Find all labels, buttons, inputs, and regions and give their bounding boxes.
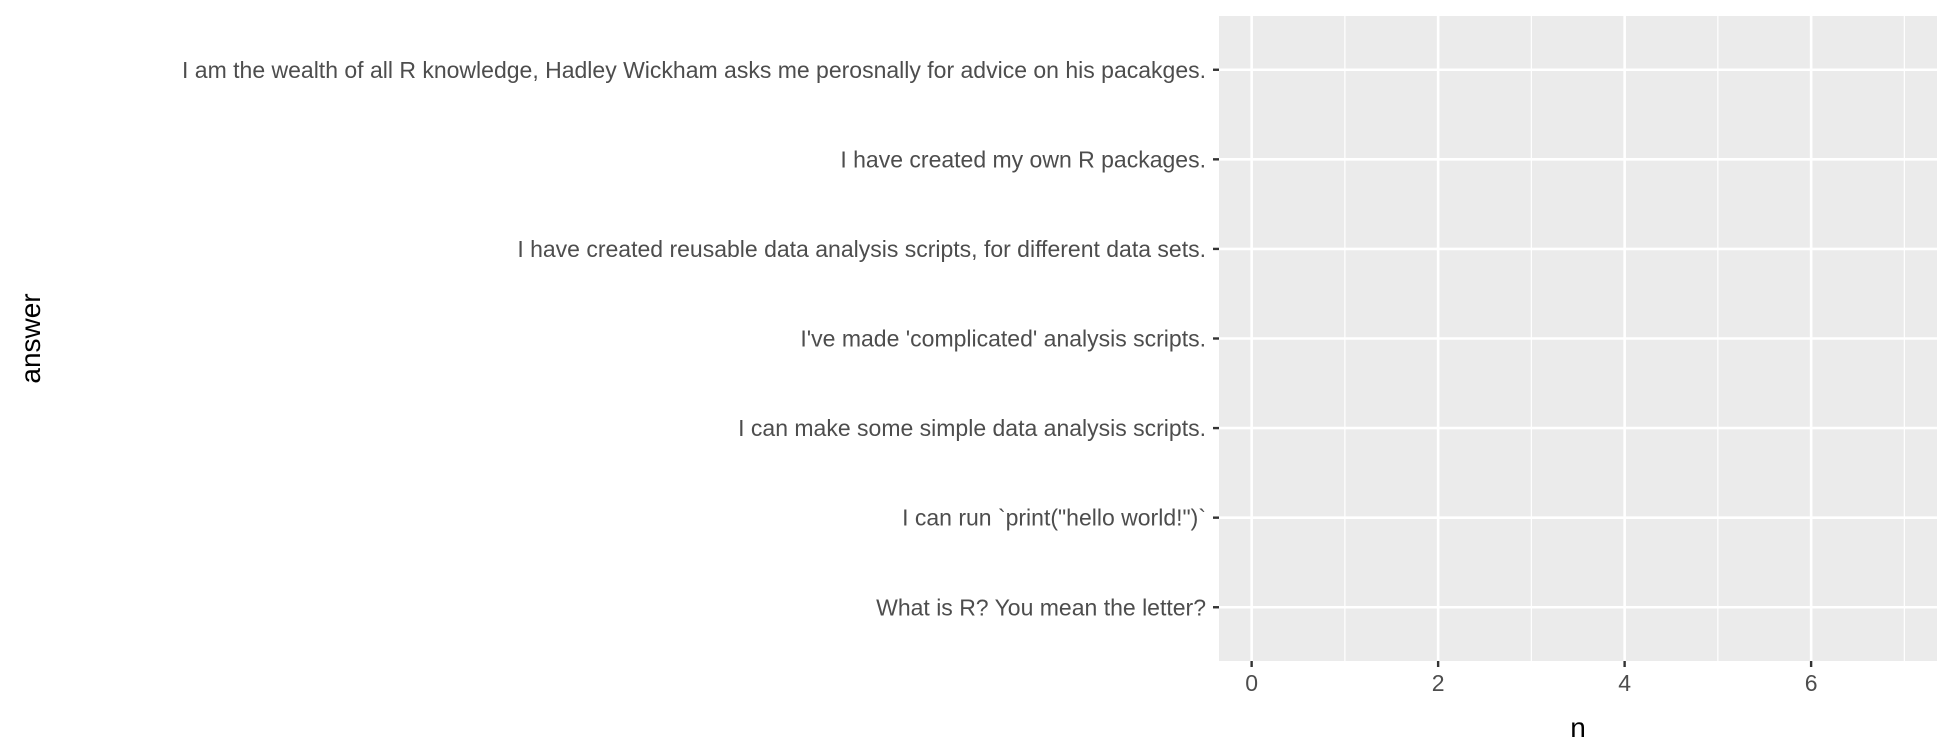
x-axis: 0 2 4 6 [1245,661,1818,696]
y-axis: I am the wealth of all R knowledge, Hadl… [182,57,1219,620]
y-tick-label: I can make some simple data analysis scr… [738,415,1206,441]
x-tick-label: 2 [1432,670,1445,696]
y-tick-label: I can run `print("hello world!")` [902,505,1206,531]
y-tick-label: I have created my own R packages. [840,146,1206,172]
y-tick-label: I am the wealth of all R knowledge, Hadl… [182,57,1206,83]
major-gridlines [1219,16,1937,661]
y-tick-label: What is R? You mean the letter? [876,594,1206,620]
x-tick-label: 6 [1805,670,1818,696]
y-tick-label: I've made 'complicated' analysis scripts… [800,326,1206,352]
y-axis-title: answer [15,293,46,383]
x-tick-label: 0 [1245,670,1258,696]
y-tick-label: I have created reusable data analysis sc… [517,236,1206,262]
x-tick-label: 4 [1618,670,1631,696]
x-axis-title: n [1570,712,1586,743]
